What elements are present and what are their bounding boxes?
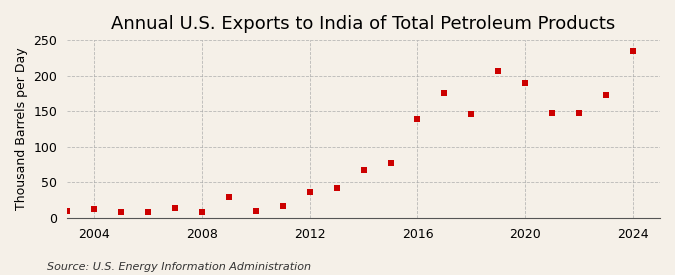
Point bbox=[223, 194, 234, 199]
Point bbox=[304, 189, 315, 194]
Point bbox=[88, 207, 99, 212]
Point bbox=[412, 117, 423, 121]
Y-axis label: Thousand Barrels per Day: Thousand Barrels per Day bbox=[15, 48, 28, 210]
Point bbox=[115, 210, 126, 214]
Point bbox=[466, 112, 477, 116]
Point bbox=[601, 93, 612, 97]
Point bbox=[574, 111, 585, 116]
Point bbox=[277, 204, 288, 208]
Title: Annual U.S. Exports to India of Total Petroleum Products: Annual U.S. Exports to India of Total Pe… bbox=[111, 15, 616, 33]
Point bbox=[385, 161, 396, 166]
Text: Source: U.S. Energy Information Administration: Source: U.S. Energy Information Administ… bbox=[47, 262, 311, 272]
Point bbox=[250, 209, 261, 213]
Point bbox=[169, 206, 180, 210]
Point bbox=[61, 209, 72, 213]
Point bbox=[547, 111, 558, 116]
Point bbox=[628, 49, 639, 53]
Point bbox=[520, 81, 531, 85]
Point bbox=[331, 186, 342, 190]
Point bbox=[493, 68, 504, 73]
Point bbox=[439, 91, 450, 96]
Point bbox=[358, 167, 369, 172]
Point bbox=[142, 210, 153, 214]
Point bbox=[196, 210, 207, 214]
